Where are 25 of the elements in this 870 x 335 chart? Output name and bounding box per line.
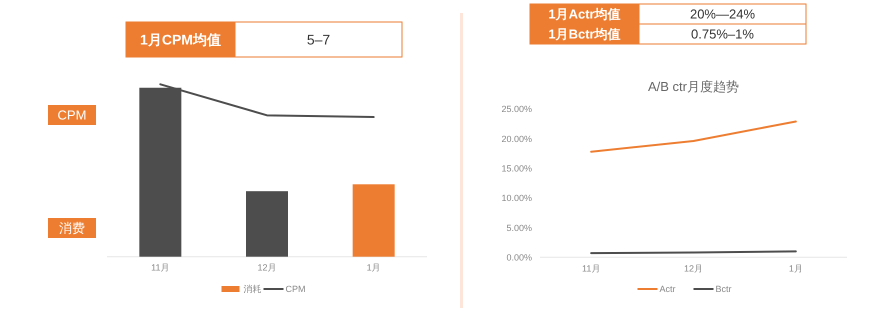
text: CPM — [58, 108, 86, 123]
y-tick-label: 15.00% — [501, 163, 532, 174]
chart-title: A/B ctr月度趋势 — [648, 79, 740, 94]
text: 0.75%–1% — [691, 26, 754, 42]
legend-label: Bctr — [716, 284, 732, 294]
text: 1月Bctr均值 — [548, 26, 621, 42]
text: 5–7 — [306, 31, 330, 48]
x-tick-label: 1月 — [788, 263, 803, 274]
x-tick-label: 12月 — [257, 262, 277, 273]
legend-label: Actr — [660, 284, 676, 294]
x-tick-label: 11月 — [151, 262, 170, 273]
y-tick-label: 10.00% — [501, 193, 532, 204]
legend-label: CPM — [286, 284, 306, 294]
x-tick-label: 1月 — [366, 262, 381, 273]
x-tick-label: 12月 — [684, 263, 704, 274]
text: 消费 — [59, 220, 85, 236]
y-tick-label: 0.00% — [506, 252, 532, 262]
legend-label: 消耗 — [244, 284, 262, 294]
text: 1月CPM均值 — [140, 31, 221, 48]
y-tick-label: 25.00% — [501, 104, 532, 114]
text: 20%—24% — [690, 6, 756, 22]
y-tick-label: 20.00% — [501, 134, 532, 144]
text: 1月Actr均值 — [548, 6, 621, 22]
x-tick-label: 11月 — [582, 263, 600, 274]
y-tick-label: 5.00% — [506, 222, 532, 233]
